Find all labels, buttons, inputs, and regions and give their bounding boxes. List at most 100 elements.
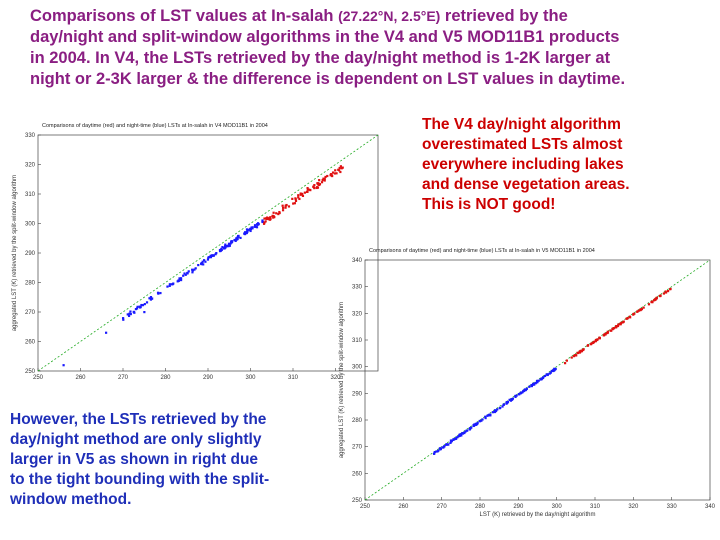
data-point <box>187 270 190 273</box>
note-right-line4: and dense vegetation areas. <box>422 176 630 193</box>
data-point <box>340 167 343 170</box>
x-tick-label: 290 <box>513 504 524 510</box>
data-point <box>318 183 322 186</box>
data-point <box>329 173 332 177</box>
x-tick-label: 310 <box>288 375 299 381</box>
data-point <box>294 199 298 203</box>
night-series <box>433 367 557 455</box>
data-point <box>323 179 326 182</box>
data-point <box>586 344 589 347</box>
y-tick-label: 340 <box>352 258 363 264</box>
data-point <box>178 277 181 280</box>
data-point <box>334 169 337 172</box>
data-point <box>437 449 440 452</box>
data-point <box>502 403 506 406</box>
data-point <box>598 336 601 339</box>
data-point <box>639 309 642 312</box>
note-left-line3: larger in V5 as shown in right due <box>10 451 259 468</box>
v5-commentary: However, the LSTs retrieved by the day/n… <box>10 410 310 510</box>
data-point <box>308 188 311 191</box>
data-point <box>489 413 492 416</box>
data-point <box>220 248 223 251</box>
data-point <box>636 310 639 313</box>
y-tick-label: 250 <box>25 369 36 375</box>
x-tick-label: 280 <box>160 375 171 381</box>
data-point <box>297 196 300 199</box>
data-point <box>450 440 453 443</box>
y-tick-label: 330 <box>25 133 36 139</box>
data-point <box>461 432 464 435</box>
data-point <box>315 186 318 190</box>
data-point <box>299 192 302 195</box>
data-point <box>313 184 316 187</box>
data-point <box>594 339 597 343</box>
data-point <box>262 222 266 225</box>
data-point <box>524 388 527 392</box>
data-point <box>521 391 524 394</box>
data-point <box>339 170 342 174</box>
data-point <box>223 246 226 250</box>
data-point <box>664 290 667 293</box>
data-point <box>293 202 296 205</box>
data-point <box>508 398 511 401</box>
data-point <box>264 220 267 223</box>
data-point <box>277 212 280 216</box>
data-point <box>133 311 136 314</box>
data-point <box>210 254 213 257</box>
data-point <box>209 256 213 259</box>
data-point <box>621 321 625 324</box>
data-point <box>297 194 300 197</box>
data-point <box>581 348 585 352</box>
data-point <box>140 303 143 307</box>
data-point <box>239 236 242 240</box>
data-point <box>269 216 272 219</box>
data-point <box>265 217 268 220</box>
x-axis-label: LST (K) retrieved by the day/night algor… <box>480 512 596 518</box>
data-point <box>542 376 545 379</box>
data-point <box>455 436 458 439</box>
data-point <box>318 179 321 182</box>
data-point <box>235 238 239 241</box>
x-tick-label: 260 <box>75 375 86 381</box>
data-point <box>267 217 270 220</box>
data-point <box>493 410 496 414</box>
data-point <box>263 217 266 220</box>
data-point <box>484 416 487 420</box>
data-point <box>126 313 129 316</box>
data-point <box>309 189 312 192</box>
data-point <box>271 215 275 218</box>
data-point <box>129 312 132 316</box>
y-tick-label: 260 <box>25 340 36 346</box>
data-point <box>481 418 484 421</box>
data-point <box>272 211 275 214</box>
data-point <box>227 242 231 245</box>
note-left-line4: to the tight bounding with the split- <box>10 471 270 488</box>
data-point <box>604 333 607 336</box>
plot-frame <box>364 259 711 501</box>
data-point <box>230 240 234 244</box>
data-point <box>493 409 497 412</box>
data-point <box>433 451 436 454</box>
data-point <box>486 414 489 417</box>
data-point <box>612 327 616 330</box>
data-point <box>214 253 217 256</box>
data-point <box>236 235 240 238</box>
y-axis-label: aggregated LST (K) retrieved by the spli… <box>339 302 345 458</box>
data-point <box>658 294 662 298</box>
x-tick-label: 250 <box>33 375 44 381</box>
y-tick-label: 260 <box>352 471 363 477</box>
outlier-point <box>105 331 108 334</box>
data-point <box>278 211 281 215</box>
note-left-line1: However, the LSTs retrieved by the <box>10 411 267 428</box>
x-tick-label: 320 <box>330 375 341 381</box>
data-point <box>207 256 210 259</box>
data-point <box>606 331 610 334</box>
data-point <box>615 326 618 329</box>
data-point <box>234 238 238 241</box>
data-point <box>496 408 499 411</box>
x-tick-label: 290 <box>203 375 214 381</box>
data-point <box>263 221 266 224</box>
title-line3: in 2004. In V4, the LSTs retrieved by th… <box>30 49 611 67</box>
data-point <box>257 223 260 226</box>
x-tick-label: 300 <box>245 375 256 381</box>
